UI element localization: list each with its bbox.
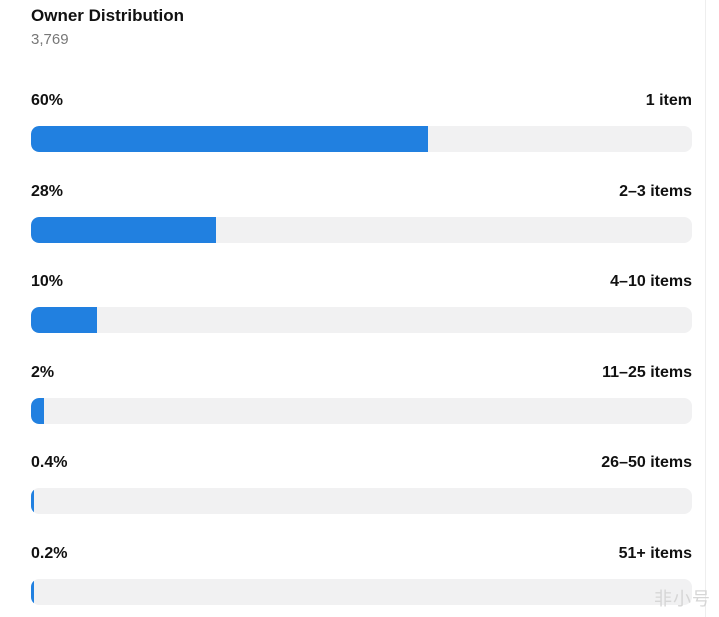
- category-label: 2–3 items: [619, 182, 692, 200]
- bar-fill: [31, 126, 428, 152]
- watermark: 非小号: [654, 589, 711, 609]
- category-label: 1 item: [645, 92, 692, 109]
- bar-track: [31, 216, 692, 243]
- category-label: 4–10 items: [610, 273, 692, 290]
- owner-total: 3,769: [31, 31, 69, 48]
- percent-label: 0.4%: [31, 454, 68, 471]
- bar-track: [31, 578, 692, 605]
- distribution-row: 28% 2–3 items: [31, 183, 692, 253]
- bar-fill: [31, 488, 34, 514]
- bar-track: [31, 307, 692, 333]
- distribution-row: 10% 4–10 items: [31, 273, 692, 343]
- distribution-row: 0.4% 26–50 items: [31, 454, 692, 524]
- distribution-row: 2% 11–25 items: [31, 364, 692, 434]
- percent-label: 10%: [31, 273, 64, 290]
- percent-label: 2%: [31, 363, 55, 381]
- bar-fill: [31, 578, 34, 605]
- bar-fill: [31, 216, 217, 243]
- chart-title: Owner Distribution: [31, 6, 184, 25]
- bar-track: [31, 397, 692, 424]
- category-label: 26–50 items: [601, 454, 692, 471]
- bar-fill: [31, 397, 45, 424]
- bar-track: [31, 126, 692, 152]
- distribution-row: 60% 1 item: [31, 92, 692, 162]
- distribution-row: 0.2% 51+ items: [31, 545, 692, 615]
- category-label: 11–25 items: [602, 363, 692, 381]
- percent-label: 28%: [31, 182, 64, 200]
- bar-track: [31, 488, 692, 514]
- bar-fill: [31, 307, 98, 333]
- panel-edge: [705, 0, 706, 617]
- percent-label: 0.2%: [31, 544, 68, 562]
- percent-label: 60%: [31, 92, 64, 109]
- category-label: 51+ items: [618, 544, 692, 562]
